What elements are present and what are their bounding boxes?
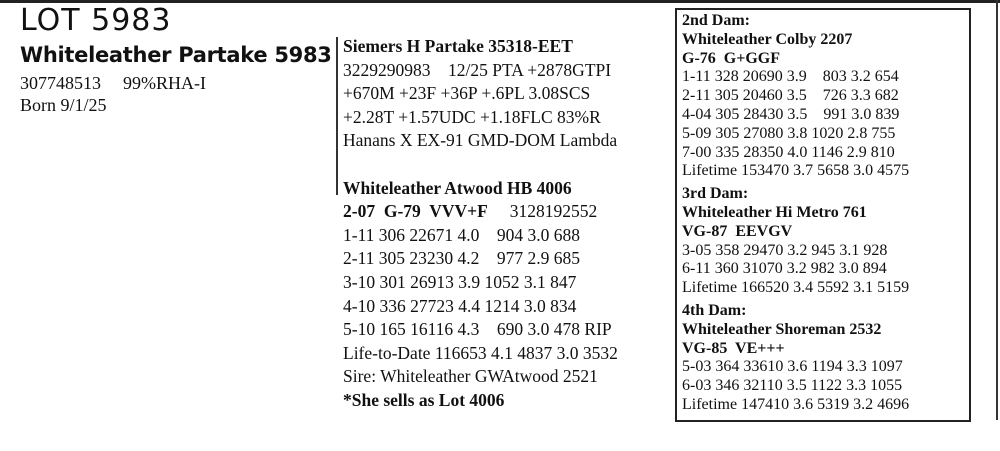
animal-info: 307748513 99%RHA-I Born 9/1/25	[20, 72, 206, 116]
ancestor-name: Whiteleather Shoreman 2532	[682, 320, 882, 338]
ancestor-record: 5-09 305 27080 3.8 1020 2.8 755	[682, 124, 896, 142]
dam-record: 1-11 306 22671 4.0 904 3.0 688	[343, 224, 581, 245]
ancestor-record: 6-11 360 31070 3.2 982 3.0 894	[682, 260, 887, 278]
ancestors-box: 2nd Dam: Whiteleather Colby 2207 G-76 G+…	[675, 8, 971, 422]
ancestor-record: 6-03 346 32110 3.5 1122 3.3 1055	[682, 377, 903, 395]
ancestor-4th-dam: 4th Dam: Whiteleather Shoreman 2532 VG-8…	[682, 302, 969, 415]
ancestor-record: 2-11 305 20460 3.5 726 3.3 682	[682, 87, 899, 105]
ancestor-record: 7-00 335 28350 4.0 1146 2.9 810	[682, 143, 895, 161]
dam-record: 3-10 301 26913 3.9 1052 3.1 847	[343, 271, 577, 292]
ancestor-record: 5-03 364 33610 3.6 1194 3.3 1097	[682, 358, 903, 376]
animal-name: Whiteleather Partake 5983	[20, 43, 332, 67]
animal-reg-number: 307748513	[20, 73, 101, 93]
right-rule	[996, 0, 998, 420]
ancestor-heading: 3rd Dam:	[682, 185, 749, 203]
ancestor-record: 3-05 358 29470 3.2 945 3.1 928	[682, 241, 888, 259]
sire-name: Siemers H Partake 35318-EET	[343, 36, 573, 56]
sire-line: +2.28T +1.57UDC +1.18FLC 83%R	[343, 106, 601, 127]
animal-breed-pct: 99%RHA-I	[123, 73, 206, 93]
sire-divider	[336, 37, 338, 195]
dam-note: *She sells as Lot 4006	[343, 389, 505, 410]
dam-classification-line: 2-07 G-79 VVV+F 3128192552	[343, 201, 598, 222]
top-rule	[0, 0, 1000, 3]
ancestor-heading: 2nd Dam:	[682, 12, 751, 29]
ancestor-record: 4-04 305 28430 3.5 991 3.0 839	[682, 105, 900, 123]
ancestor-2nd-dam: 2nd Dam: Whiteleather Colby 2207 G-76 G+…	[682, 12, 969, 181]
dam-sire: Sire: Whiteleather GWAtwood 2521	[343, 366, 598, 387]
sire-line: 3229290983 12/25 PTA +2878GTPI	[343, 59, 612, 80]
dam-lifetime: Life-to-Date 116653 4.1 4837 3.0 3532	[343, 342, 618, 363]
animal-born: Born 9/1/25	[20, 95, 107, 115]
ancestor-classification: G-76 G+GGF	[682, 49, 780, 67]
dam-record: 5-10 165 16116 4.3 690 3.0 478 RIP	[343, 319, 612, 340]
animal-id-line: 307748513 99%RHA-I	[20, 72, 206, 94]
ancestor-name: Whiteleather Hi Metro 761	[682, 203, 867, 221]
ancestor-name: Whiteleather Colby 2207	[682, 30, 853, 48]
dam-record: 2-11 305 23230 4.2 977 2.9 685	[343, 248, 581, 269]
dam-name: Whiteleather Atwood HB 4006	[343, 177, 572, 198]
ancestor-classification: VG-87 EEVGV	[682, 222, 793, 240]
ancestor-heading: 4th Dam:	[682, 301, 747, 319]
sire-line: +670M +23F +36P +.6PL 3.08SCS	[343, 83, 591, 104]
lot-title: LOT 5983	[20, 3, 172, 38]
sire-line: Hanans X EX-91 GMD-DOM Lambda	[343, 130, 618, 151]
dam-record: 4-10 336 27723 4.4 1214 3.0 834	[343, 295, 577, 316]
ancestor-lifetime: Lifetime 166520 3.4 5592 3.1 5159	[682, 279, 910, 297]
ancestor-3rd-dam: 3rd Dam: Whiteleather Hi Metro 761 VG-87…	[682, 185, 969, 298]
ancestor-lifetime: Lifetime 153470 3.7 5658 3.0 4575	[682, 162, 910, 180]
ancestor-record: 1-11 328 20690 3.9 803 3.2 654	[682, 68, 899, 86]
ancestor-classification: VG-85 VE+++	[682, 339, 785, 357]
pedigree-middle: Siemers H Partake 35318-EET 3229290983 1…	[343, 35, 618, 413]
ancestor-lifetime: Lifetime 147410 3.6 5319 3.2 4696	[682, 395, 910, 413]
